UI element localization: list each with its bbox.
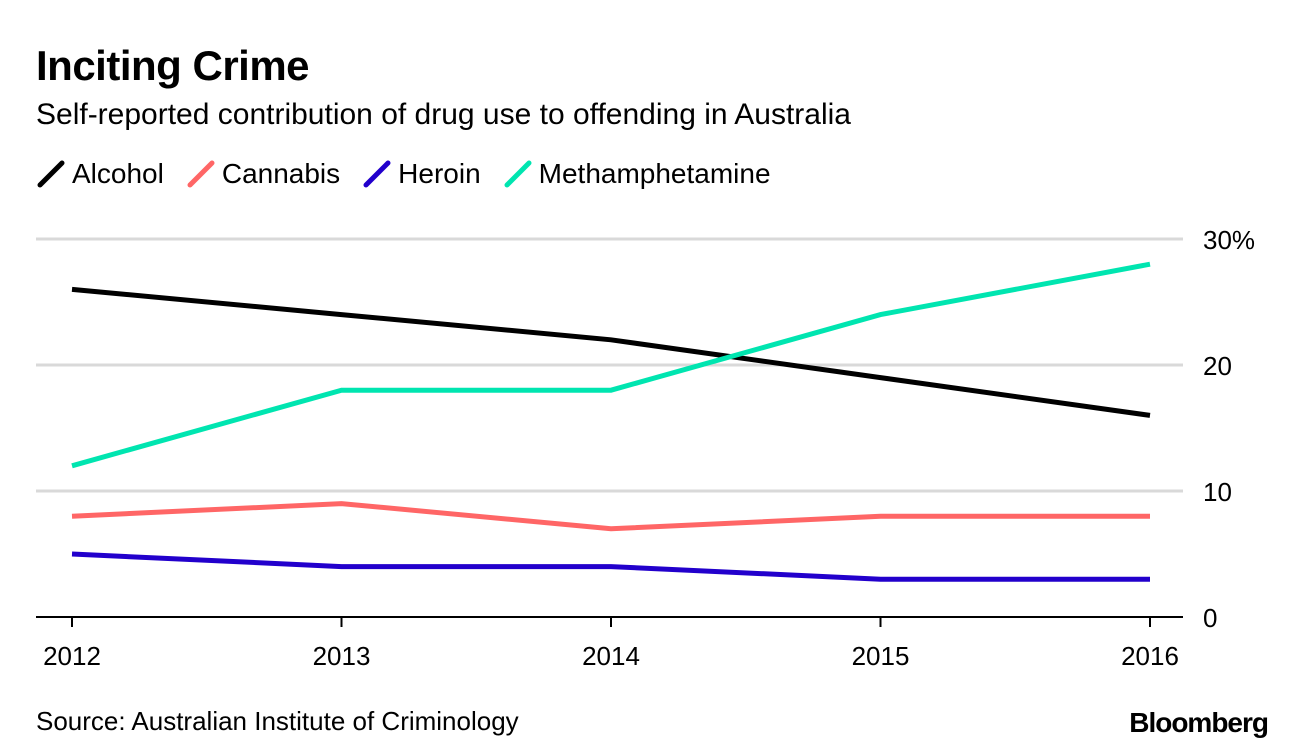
legend-item-alcohol: Alcohol bbox=[36, 156, 164, 192]
line-chart: 0 10 20 30% 2012 2013 2014 2015 2016 bbox=[36, 225, 1255, 671]
legend-label: Methamphetamine bbox=[538, 158, 771, 189]
legend-item-cannabis: Cannabis bbox=[186, 156, 340, 192]
legend-label: Cannabis bbox=[221, 158, 341, 189]
y-tick-label: 0 bbox=[1203, 603, 1217, 633]
legend-swatch-icon bbox=[504, 160, 532, 188]
legend-item-methamphetamine: Methamphetamine bbox=[503, 156, 771, 192]
legend-item-heroin: Heroin bbox=[362, 156, 481, 192]
series-line-alcohol bbox=[71, 286, 1151, 418]
legend-label: Heroin bbox=[398, 158, 481, 189]
legend: Alcohol Cannabis Heroin Methamphetamine bbox=[36, 156, 793, 192]
y-tick-label: 20 bbox=[1203, 351, 1232, 381]
x-tick-label: 2014 bbox=[582, 641, 640, 671]
source-note: Source: Australian Institute of Criminol… bbox=[36, 706, 519, 736]
y-tick-label: 10 bbox=[1203, 477, 1232, 507]
legend-swatch-icon bbox=[363, 160, 391, 188]
y-tick-label: 30% bbox=[1203, 225, 1255, 255]
bloomberg-logo: Bloomberg bbox=[1129, 707, 1269, 738]
chart-title: Inciting Crime bbox=[36, 42, 310, 89]
x-tick-label: 2012 bbox=[43, 641, 101, 671]
chart-subtitle: Self-reported contribution of drug use t… bbox=[36, 98, 851, 131]
legend-swatch-icon bbox=[187, 160, 215, 188]
x-tick-label: 2013 bbox=[313, 641, 371, 671]
legend-swatch-icon bbox=[37, 160, 65, 188]
x-tick-label: 2016 bbox=[1121, 641, 1179, 671]
x-tick-label: 2015 bbox=[852, 641, 910, 671]
legend-label: Alcohol bbox=[72, 158, 164, 189]
series-line-cannabis bbox=[71, 501, 1150, 532]
